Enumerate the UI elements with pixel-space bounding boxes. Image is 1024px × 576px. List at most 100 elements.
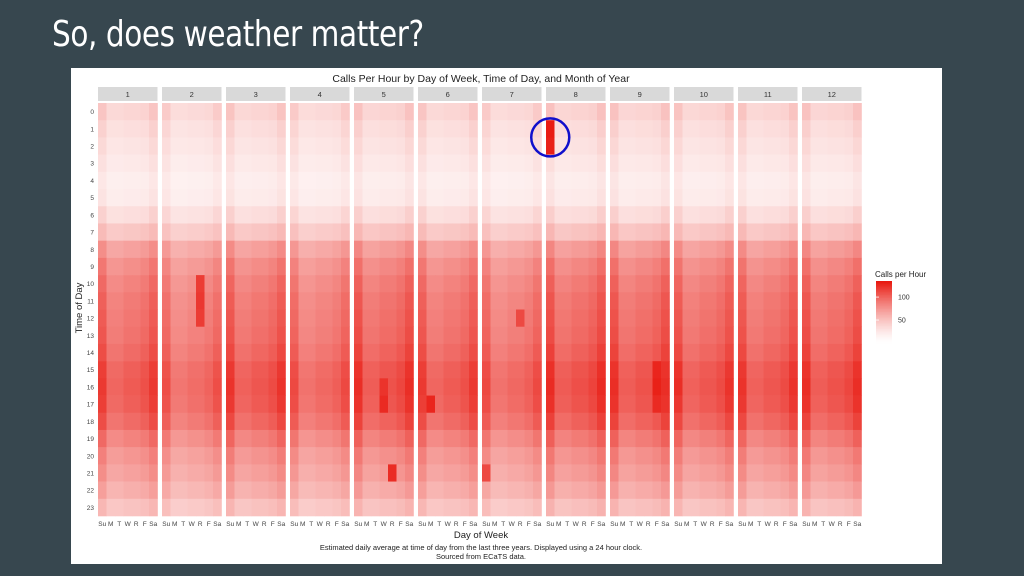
heatmap-cell [533, 481, 542, 500]
heatmap-cell [738, 137, 747, 155]
heatmap-cell [580, 206, 589, 224]
heatmap-cell [836, 120, 845, 138]
heatmap-cell [533, 137, 542, 155]
heatmap-cell [571, 137, 581, 155]
heatmap-cell [490, 103, 500, 121]
heatmap-cell [563, 189, 572, 207]
heatmap-cell [426, 326, 436, 345]
heatmap-cell [170, 378, 180, 396]
heatmap-cell [699, 189, 709, 207]
heatmap-cell [533, 498, 542, 517]
heatmap-cell [772, 154, 781, 173]
heatmap-cell [106, 240, 116, 259]
heatmap-cell [499, 412, 508, 431]
heatmap-cell [362, 240, 372, 259]
heatmap-cell [332, 464, 342, 482]
heatmap-cell [204, 481, 214, 500]
heatmap-cell [507, 395, 517, 414]
heatmap-cell [610, 292, 619, 310]
heatmap-cell [827, 412, 837, 431]
heatmap-cell [149, 378, 158, 396]
heatmap-cell [196, 206, 205, 224]
heatmap-cell [708, 395, 717, 414]
heatmap-cell [763, 189, 773, 207]
heatmap-cell [533, 464, 542, 482]
facet-label: 8 [574, 90, 578, 99]
heatmap-cell [789, 171, 798, 190]
heatmap-cell [499, 154, 508, 173]
heatmap-cell [618, 326, 628, 345]
heatmap-cell [132, 309, 141, 328]
heatmap-cell [277, 120, 286, 138]
heatmap-cell [396, 120, 406, 138]
heatmap-cell [708, 154, 717, 173]
heatmap-cell [251, 120, 261, 138]
heatmap-cell [674, 206, 683, 224]
heatmap-cell [533, 275, 542, 293]
heatmap-cell [443, 137, 453, 155]
heatmap-cell [635, 343, 645, 362]
heatmap-cell [354, 240, 363, 259]
heatmap-cell [546, 464, 555, 482]
heatmap-cell [563, 464, 572, 482]
heatmap-cell [699, 171, 709, 190]
heatmap-cell [810, 257, 820, 276]
heatmap-cell [204, 343, 214, 362]
heatmap-cell [524, 103, 534, 121]
heatmap-cell [187, 154, 197, 173]
heatmap-cell [627, 171, 636, 190]
legend-swatch [876, 285, 892, 288]
heatmap-cell [213, 309, 222, 328]
heatmap-cell [725, 464, 734, 482]
heatmap-cell [213, 481, 222, 500]
heatmap-cell [98, 171, 107, 190]
heatmap-cell [234, 257, 244, 276]
heatmap-cell [332, 481, 342, 500]
heatmap-cell [98, 137, 107, 155]
heatmap-cell [418, 378, 427, 396]
heatmap-cell [844, 206, 854, 224]
heatmap-cell [802, 326, 811, 345]
heatmap-cell [379, 206, 389, 224]
heatmap-cell [426, 189, 436, 207]
facet-strip [226, 87, 286, 101]
heatmap-cell [763, 429, 773, 448]
heatmap-cell [533, 171, 542, 190]
heatmap-cell [746, 154, 756, 173]
heatmap-cell [106, 154, 116, 173]
heatmap-cell [490, 171, 500, 190]
x-tick-label: R [838, 521, 843, 528]
heatmap-cell [251, 257, 261, 276]
legend-swatch [876, 338, 892, 341]
heatmap-cell [132, 240, 141, 259]
heatmap-cell [682, 326, 692, 345]
heatmap-cell [332, 395, 342, 414]
heatmap-cell [315, 378, 325, 396]
heatmap-cell [763, 223, 773, 241]
heatmap-cell [533, 223, 542, 241]
heatmap-cell [674, 395, 683, 414]
heatmap-cell [315, 361, 325, 379]
heatmap-cell [524, 498, 534, 517]
heatmap-cell [836, 154, 845, 173]
heatmap-cell [179, 361, 188, 379]
heatmap-cell [362, 103, 372, 121]
heatmap-cell [597, 361, 606, 379]
heatmap-cell [234, 481, 244, 500]
heatmap-cell [755, 498, 764, 517]
heatmap-cell [674, 412, 683, 431]
heatmap-cell [524, 171, 534, 190]
heatmap-cell [315, 395, 325, 414]
heatmap-cell [396, 498, 406, 517]
heatmap-cell [699, 206, 709, 224]
heatmap-cell [725, 481, 734, 500]
heatmap-cell [738, 378, 747, 396]
heatmap-cell [460, 137, 470, 155]
heatmap-cell [98, 498, 107, 517]
heatmap-cell [755, 292, 764, 310]
heatmap-cell [618, 309, 628, 328]
heatmap-cell [379, 412, 389, 431]
heatmap-cell [396, 464, 406, 482]
heatmap-cell [396, 223, 406, 241]
